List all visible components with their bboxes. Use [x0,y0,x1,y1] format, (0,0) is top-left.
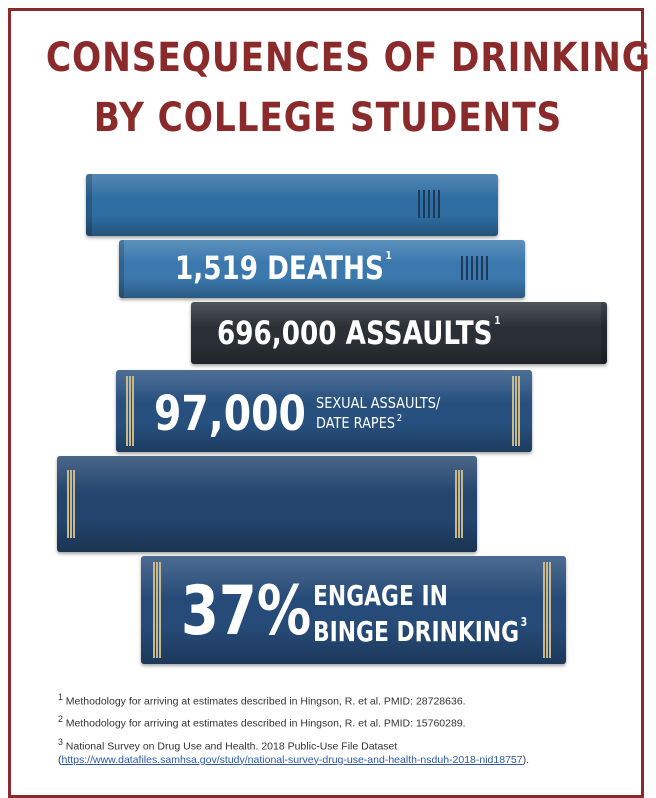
book-assaults: 696,000 ASSAULTS 1 [191,302,607,364]
footnote-3-number: 3 [58,737,63,747]
footnote-2: 2 Methodology for arriving at estimates … [58,714,648,731]
sexual-assaults-label-2-wrap: DATE RAPES 2 [316,413,403,432]
book-1-edge [86,174,92,236]
book-2-ribs [461,256,488,280]
sexual-assaults-footnote-marker: 2 [396,413,403,424]
book-1 [86,174,498,236]
book-5-gold-band-right [455,470,463,538]
assaults-footnote-marker: 1 [494,314,501,327]
book-3-edge [601,302,607,364]
binge-label-2: BINGE DRINKING [313,615,520,648]
deaths-footnote-marker: 1 [385,249,392,262]
book-sexual-assaults: 97,000 SEXUAL ASSAULTS/ DATE RAPES 2 [116,370,532,452]
book-1-ribs-a [418,190,440,218]
book-6-gold-band-right [543,562,551,658]
binge-stat: 37% [181,572,312,651]
book-5 [57,456,477,552]
sexual-assaults-label-2: DATE RAPES [316,414,396,432]
assaults-stat-text: 696,000 ASSAULTS [217,314,493,352]
book-deaths: 1,519 DEATHS 1 [119,240,525,298]
book-binge-drinking: 37% ENGAGE IN BINGE DRINKING 3 [141,556,566,664]
book-4-gold-band-right [512,376,520,446]
footnote-1: 1 Methodology for arriving at estimates … [58,692,648,709]
deaths-stat: 1,519 DEATHS 1 [175,249,392,287]
book-2-edge [119,240,124,298]
footnote-3-link[interactable]: https://www.datafiles.samhsa.gov/study/n… [61,753,523,766]
title-line-2: BY COLLEGE STUDENTS [93,95,563,141]
binge-label-1: ENGAGE IN [313,579,448,612]
book-5-gold-band-left [67,470,75,538]
footnote-3-link-close: ). [522,753,530,766]
book-6-gold-band-left [153,562,161,658]
binge-footnote-marker: 3 [520,615,528,629]
deaths-stat-text: 1,519 DEATHS [175,249,384,287]
assaults-stat: 696,000 ASSAULTS 1 [217,314,501,352]
footnote-3: 3 National Survey on Drug Use and Health… [58,737,648,767]
footnote-2-number: 2 [58,714,63,724]
sexual-assaults-label-1: SEXUAL ASSAULTS/ [316,394,441,412]
footnote-2-text: Methodology for arriving at estimates de… [65,717,466,730]
sexual-assaults-stat: 97,000 [154,386,306,442]
footnote-3-link-open: ( [58,753,62,766]
footnote-1-text: Methodology for arriving at estimates de… [65,695,466,708]
book-4-gold-band-left [126,376,134,446]
title-line-1: CONSEQUENCES OF DRINKING [45,35,651,81]
footnote-3-text: National Survey on Drug Use and Health. … [65,740,398,753]
binge-label-2-wrap: BINGE DRINKING 3 [313,615,528,648]
footnote-1-number: 1 [58,692,63,702]
